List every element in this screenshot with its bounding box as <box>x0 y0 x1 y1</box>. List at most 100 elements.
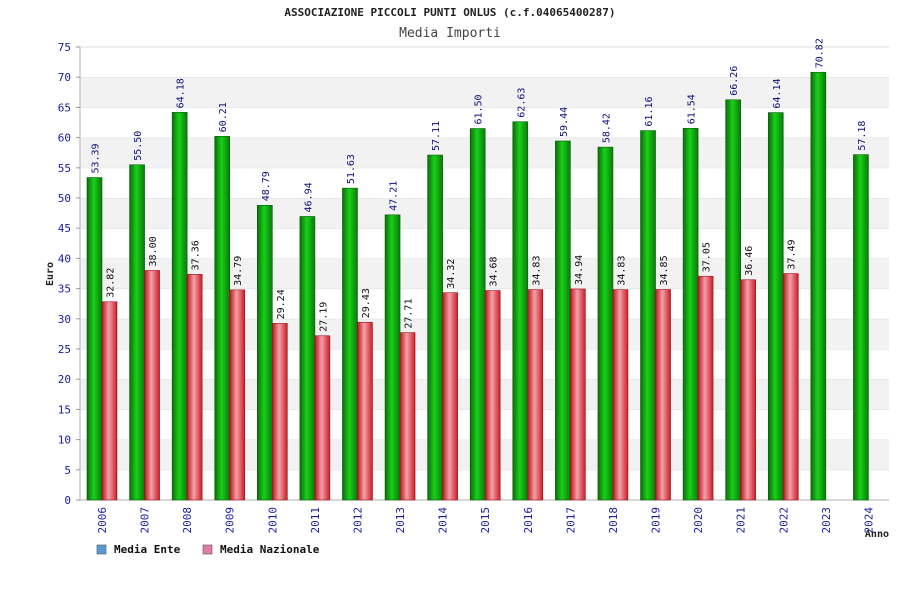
data-label: 61.54 <box>687 94 698 124</box>
bar-media-nazionale <box>740 279 756 501</box>
bar-media-ente <box>725 99 741 501</box>
data-label: 59.44 <box>559 107 570 137</box>
data-label: 61.16 <box>644 96 655 126</box>
data-label: 70.82 <box>814 38 825 68</box>
data-label: 29.24 <box>276 289 287 319</box>
data-label: 53.39 <box>91 143 102 173</box>
data-label: 57.11 <box>431 121 442 151</box>
bar-media-nazionale <box>314 335 331 501</box>
x-tick-label: 2013 <box>394 507 407 534</box>
data-label: 64.14 <box>772 78 783 108</box>
bar-media-nazionale <box>399 332 416 501</box>
data-label: 37.36 <box>191 240 202 270</box>
bar-media-ente <box>682 127 699 501</box>
bar-media-ente <box>257 205 273 501</box>
x-tick-label: 2023 <box>820 507 833 534</box>
bar-media-nazionale <box>101 301 118 501</box>
data-label: 62.63 <box>516 88 527 118</box>
bar-media-ente <box>810 71 827 501</box>
data-label: 34.79 <box>233 256 244 286</box>
legend-label: Media Ente <box>114 543 181 556</box>
bar-media-nazionale <box>442 292 458 501</box>
data-label: 32.82 <box>106 268 117 298</box>
data-label: 29.43 <box>361 288 372 318</box>
data-label: 38.00 <box>148 236 159 266</box>
y-tick-label: 15 <box>58 403 71 416</box>
y-tick-label: 20 <box>58 373 71 386</box>
x-tick-label: 2014 <box>437 507 450 534</box>
data-label: 27.71 <box>404 299 415 329</box>
grid-band <box>80 47 889 78</box>
bar-media-ente <box>214 136 231 501</box>
y-tick-label: 70 <box>58 71 71 84</box>
data-label: 34.85 <box>659 255 670 285</box>
data-label: 47.21 <box>389 181 400 211</box>
bar-media-nazionale <box>697 275 714 501</box>
y-tick-label: 45 <box>58 222 71 235</box>
bar-media-ente <box>427 154 443 501</box>
bar-media-nazionale <box>272 323 288 501</box>
data-label: 61.50 <box>474 94 485 124</box>
data-label: 36.46 <box>744 246 755 276</box>
y-tick-label: 50 <box>58 192 71 205</box>
y-tick-label: 5 <box>64 464 71 477</box>
bar-media-ente <box>767 112 784 501</box>
x-tick-label: 2016 <box>522 507 535 534</box>
bar-media-nazionale <box>144 270 160 501</box>
bar-media-ente <box>555 140 571 501</box>
bar-media-nazionale <box>782 273 799 501</box>
y-tick-label: 75 <box>58 41 71 54</box>
data-label: 64.18 <box>176 78 187 108</box>
bar-media-nazionale <box>186 274 203 501</box>
data-label: 34.83 <box>531 256 542 286</box>
data-label: 57.18 <box>857 121 868 151</box>
bar-media-nazionale <box>655 289 671 501</box>
x-tick-label: 2006 <box>96 507 109 534</box>
legend-swatch <box>202 544 213 555</box>
y-axis-label: Euro <box>45 262 56 286</box>
grid-band <box>80 77 889 108</box>
y-axis: 0 5 10 15 20 25 30 35 40 45 50 55 60 65 70 75 <box>58 41 80 507</box>
y-tick-label: 55 <box>58 162 71 175</box>
legend: Media Ente Media Nazionale <box>96 543 320 556</box>
y-tick-label: 60 <box>58 132 71 145</box>
bars-layer: 53.39 32.82 55.50 38.00 64.18 37.36 60.21 34.79… <box>86 38 869 501</box>
x-tick-label: 2017 <box>564 507 577 534</box>
x-tick-label: 2019 <box>650 507 663 534</box>
data-label: 46.94 <box>303 182 314 212</box>
chart-title: ASSOCIAZIONE PICCOLI PUNTI ONLUS (c.f.04… <box>284 6 615 19</box>
bar-media-ente <box>86 177 103 501</box>
x-axis-label: Anno <box>865 529 889 540</box>
data-label: 34.94 <box>574 255 585 285</box>
y-tick-label: 25 <box>58 343 71 356</box>
bar-media-nazionale <box>229 289 246 501</box>
data-label: 34.32 <box>446 259 457 289</box>
data-label: 27.19 <box>318 302 329 332</box>
y-tick-label: 0 <box>64 494 71 507</box>
y-tick-label: 40 <box>58 252 71 265</box>
y-tick-label: 65 <box>58 101 71 114</box>
x-tick-label: 2022 <box>777 507 790 534</box>
x-tick-label: 2007 <box>139 507 152 534</box>
y-tick-label: 30 <box>58 313 71 326</box>
bar-media-ente <box>469 128 486 501</box>
data-label: 60.21 <box>218 102 229 132</box>
data-label: 66.26 <box>729 66 740 96</box>
legend-swatch <box>96 544 107 555</box>
bar-media-ente <box>512 121 529 501</box>
data-label: 58.42 <box>601 113 612 143</box>
bar-media-nazionale <box>357 321 373 501</box>
data-label: 51.63 <box>346 154 357 184</box>
x-tick-label: 2012 <box>351 507 364 534</box>
chart-subtitle: Media Importi <box>399 26 501 41</box>
x-tick-label: 2020 <box>692 507 705 534</box>
bar-media-ente <box>299 216 316 501</box>
bar-media-nazionale <box>527 289 544 501</box>
data-label: 37.49 <box>787 239 798 269</box>
data-label: 48.79 <box>261 171 272 201</box>
y-tick-label: 35 <box>58 283 71 296</box>
bar-media-ente <box>384 214 401 501</box>
x-axis: 2006 2007 2008 2009 2010 2011 2012 2013 2014 2015… <box>96 507 875 534</box>
